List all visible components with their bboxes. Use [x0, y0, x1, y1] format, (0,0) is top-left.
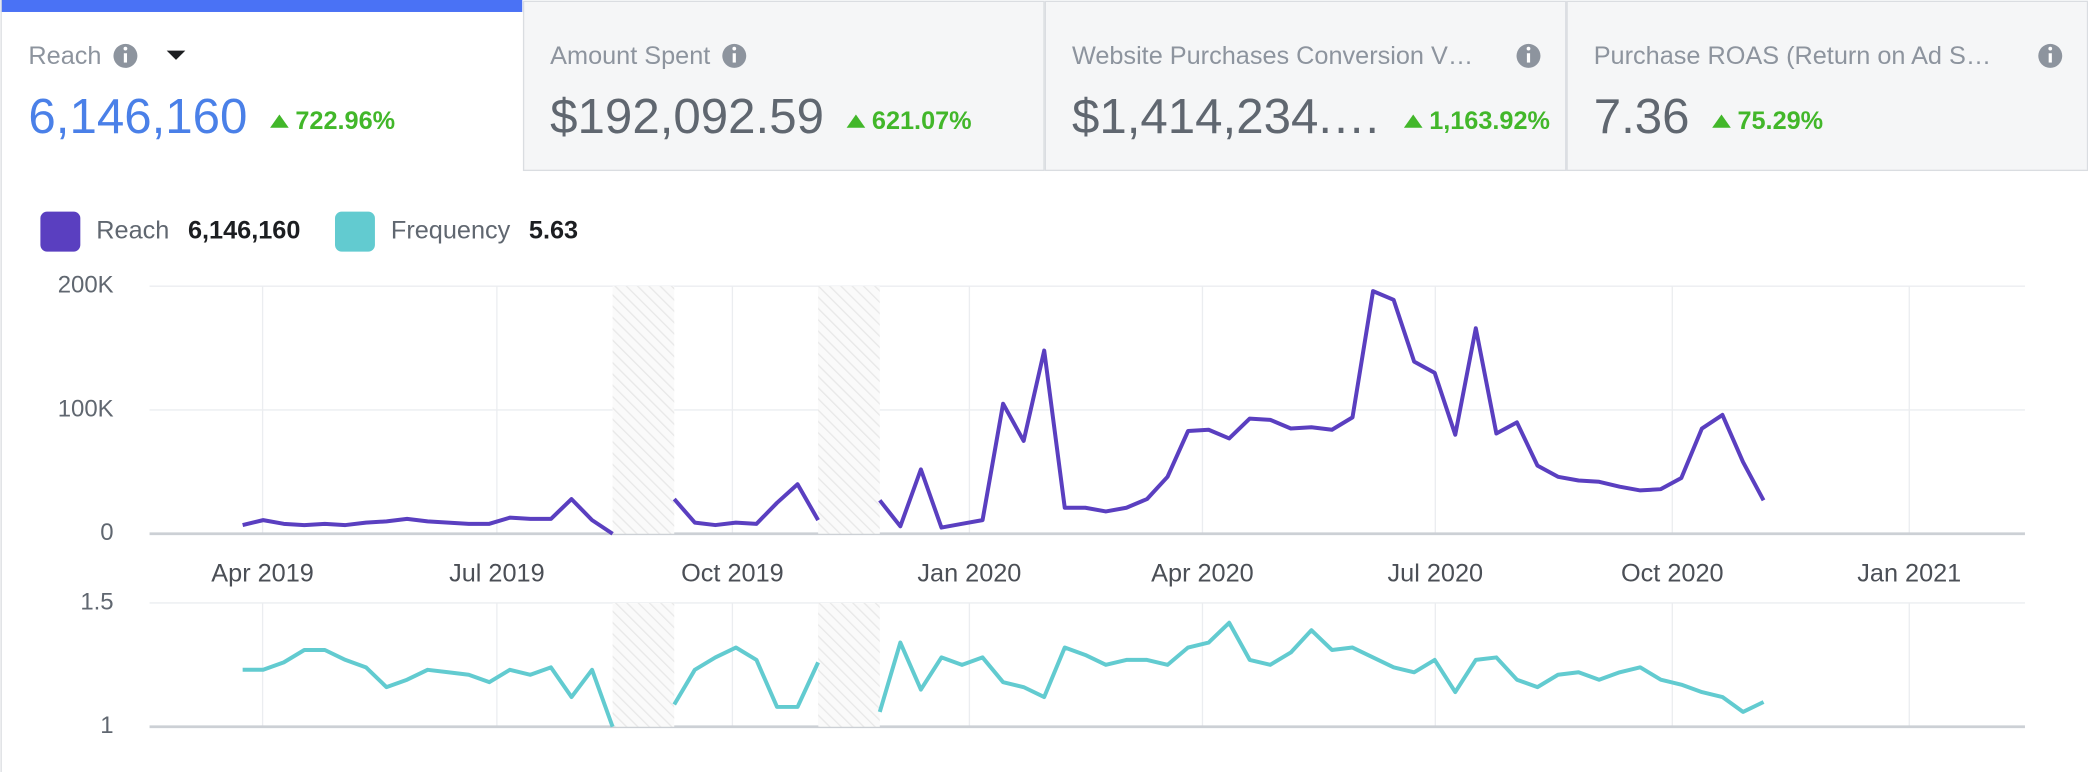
info-icon-dot	[123, 46, 128, 51]
tab-change: 621.07%	[872, 107, 972, 135]
series-line	[242, 289, 1766, 536]
y-tick-label: 200K	[58, 272, 114, 299]
change-arrow	[1403, 114, 1423, 128]
y-tick-label: 1.5	[80, 588, 113, 615]
change-arrow	[1712, 114, 1731, 128]
info-icon-stem	[1526, 53, 1531, 63]
info-icon-stem	[2048, 53, 2052, 63]
tab-change: 1,163.92%	[1429, 107, 1550, 135]
series-line	[242, 620, 1765, 728]
no-data-region	[612, 286, 675, 534]
info-icon-stem	[732, 53, 736, 63]
y-tick-label: 0	[100, 519, 113, 546]
x-tick-label: Oct 2019	[681, 560, 784, 588]
x-tick-label: Jul 2019	[449, 560, 545, 588]
dropdown-arrow[interactable]	[166, 50, 186, 60]
info-icon-dot	[1526, 46, 1531, 51]
tab[interactable]	[1566, 0, 2088, 172]
tab-value: $192,092.59	[550, 89, 824, 144]
legend-swatch	[334, 211, 375, 252]
legend-swatch	[40, 211, 81, 252]
tab-label: Purchase ROAS (Return on Ad S…	[1594, 42, 1991, 70]
tab-label: Amount Spent	[550, 42, 710, 70]
info-icon-dot	[732, 46, 737, 51]
change-arrow	[846, 114, 866, 128]
legend-label: Frequency	[391, 216, 511, 244]
tab[interactable]	[1044, 0, 1567, 172]
tab[interactable]	[0, 0, 523, 171]
legend-value: 5.63	[529, 216, 578, 244]
tab-label: Website Purchases Conversion V…	[1072, 42, 1473, 70]
tab[interactable]	[522, 0, 1045, 172]
tab-value: $1,414,234.…	[1072, 89, 1381, 144]
tab-change: 75.29%	[1737, 107, 1823, 135]
legend-value: 6,146,160	[188, 216, 300, 244]
y-tick-label: 100K	[58, 395, 114, 422]
x-tick-label: Apr 2020	[1151, 560, 1254, 588]
tab-label: Reach	[28, 42, 101, 70]
x-tick-label: Oct 2020	[1621, 560, 1724, 588]
info-icon-dot	[2048, 46, 2053, 51]
change-arrow	[270, 114, 289, 128]
tab-value: 7.36	[1594, 89, 1690, 144]
tab-change: 722.96%	[295, 107, 395, 135]
tab-value: 6,146,160	[28, 89, 247, 144]
tab-active-bar	[0, 0, 523, 12]
y-tick-label: 1	[100, 712, 113, 739]
no-data-region	[818, 286, 880, 534]
x-tick-label: Jan 2020	[917, 560, 1021, 588]
legend-label: Reach	[96, 216, 169, 244]
x-tick-label: Jan 2021	[1857, 560, 1961, 588]
x-tick-label: Apr 2019	[211, 560, 314, 588]
info-icon-stem	[123, 53, 128, 63]
no-data-region	[612, 602, 675, 727]
no-data-region	[818, 602, 880, 727]
x-tick-label: Jul 2020	[1388, 560, 1484, 588]
